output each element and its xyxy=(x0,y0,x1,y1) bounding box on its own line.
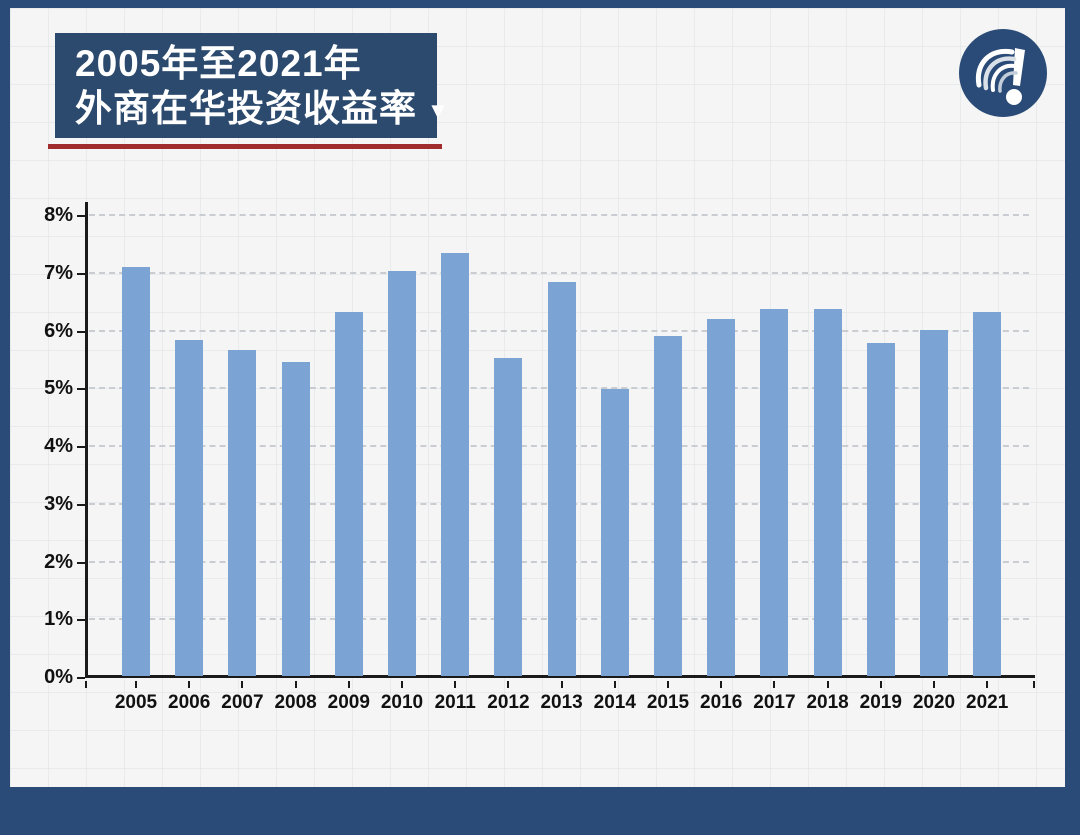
x-axis-label-2010: 2010 xyxy=(380,692,424,713)
x-axis-label-2017: 2017 xyxy=(753,692,796,713)
bar-2007 xyxy=(228,350,257,676)
x-axis-label-2015: 2015 xyxy=(646,692,690,713)
y-axis-label-5%: 5% xyxy=(44,377,73,400)
x-axis-label-2012: 2012 xyxy=(487,692,530,713)
y-tick-6% xyxy=(77,330,85,333)
y-axis-label-8%: 8% xyxy=(44,204,73,226)
x-axis-label-2014: 2014 xyxy=(593,692,636,713)
y-tick-5% xyxy=(77,388,85,391)
x-axis-label-2021: 2021 xyxy=(966,692,1009,713)
x-tick-2020 xyxy=(933,681,935,688)
x-axis-label-2018: 2018 xyxy=(806,692,849,713)
x-tick-2015 xyxy=(667,681,669,688)
y-axis-label-1%: 1% xyxy=(44,608,73,631)
bar-2015 xyxy=(654,336,682,676)
x-tick-2021 xyxy=(986,681,989,688)
x-tick-2012 xyxy=(507,681,510,688)
x-axis-label-2007: 2007 xyxy=(221,692,264,713)
x-axis-label-2016: 2016 xyxy=(700,692,743,713)
x-tick-origin xyxy=(85,681,87,688)
x-tick-2009 xyxy=(347,681,350,688)
x-tick-2018 xyxy=(826,681,829,688)
bar-2019 xyxy=(866,342,895,676)
bar-2017 xyxy=(760,308,789,676)
plot-area: 0% 1% 2% 3% 4% 5% 6% 7% 8% 2005 2006 2007 2008 2009 20… xyxy=(44,202,1035,713)
y-axis-label-3%: 3% xyxy=(44,492,73,515)
infographic-canvas: 2005年至2021年 外商在华投资收益率 ▼ 0% 1% 2% 3% 4% 5% 6% 7% 8… xyxy=(10,8,1065,787)
question-exclamation-mark-logo-icon xyxy=(959,29,1047,117)
x-tick-end xyxy=(1033,681,1035,688)
x-tick-2013 xyxy=(560,681,563,688)
bar-2005 xyxy=(122,267,150,676)
bar-2012 xyxy=(494,357,523,676)
bar-2021 xyxy=(973,312,1002,676)
title-line-2-text: 外商在华投资收益率 xyxy=(75,88,417,129)
x-axis-label-2009: 2009 xyxy=(327,692,370,713)
title-box: 2005年至2021年 外商在华投资收益率 ▼ xyxy=(55,33,449,138)
title-line-2: 外商在华投资收益率 ▼ xyxy=(75,86,449,133)
bar-2006 xyxy=(175,339,204,676)
x-axis-label-2013: 2013 xyxy=(540,692,583,713)
gridline-7% xyxy=(89,271,1029,274)
x-axis-label-2005: 2005 xyxy=(114,692,158,713)
bar-2010 xyxy=(388,271,416,676)
y-tick-8% xyxy=(77,215,85,217)
y-axis-label-4%: 4% xyxy=(44,435,73,457)
x-tick-2016 xyxy=(720,681,723,688)
bar-2016 xyxy=(707,319,736,676)
y-axis-line xyxy=(85,202,88,678)
gridline-8% xyxy=(89,214,1029,216)
title-line-1: 2005年至2021年 xyxy=(75,43,362,84)
dropdown-arrow-icon: ▼ xyxy=(427,98,450,123)
y-tick-7% xyxy=(77,272,85,275)
y-axis-label-2%: 2% xyxy=(44,550,73,573)
y-tick-3% xyxy=(77,503,85,506)
bar-2013 xyxy=(547,282,576,676)
bar-2014 xyxy=(600,388,629,676)
x-tick-2017 xyxy=(773,681,776,688)
x-tick-2014 xyxy=(613,681,616,688)
bar-2009 xyxy=(334,311,363,676)
y-tick-2% xyxy=(77,561,85,564)
x-tick-2006 xyxy=(188,681,191,688)
x-axis-label-2008: 2008 xyxy=(274,692,317,713)
bar-2011 xyxy=(441,252,470,676)
x-tick-2011 xyxy=(454,681,457,688)
x-tick-2010 xyxy=(401,681,403,688)
title-red-underline xyxy=(48,144,442,149)
x-tick-2005 xyxy=(135,681,137,688)
y-tick-4% xyxy=(77,446,85,448)
y-tick-0% xyxy=(77,677,85,679)
bar-2020 xyxy=(920,329,948,676)
x-axis-label-2006: 2006 xyxy=(168,692,211,713)
x-axis-line xyxy=(85,675,1035,678)
bar-2008 xyxy=(281,361,310,676)
y-axis-label-6%: 6% xyxy=(44,319,73,342)
x-tick-2019 xyxy=(879,681,882,688)
x-tick-2007 xyxy=(241,681,244,688)
x-axis-label-2011: 2011 xyxy=(434,692,476,713)
bar-2018 xyxy=(813,308,842,676)
y-axis-label-0%: 0% xyxy=(44,666,73,688)
x-axis-label-2020: 2020 xyxy=(912,692,956,713)
y-axis-label-7%: 7% xyxy=(44,261,73,284)
x-axis-label-2019: 2019 xyxy=(859,692,902,713)
x-tick-2008 xyxy=(294,681,297,688)
y-tick-1% xyxy=(77,619,85,622)
